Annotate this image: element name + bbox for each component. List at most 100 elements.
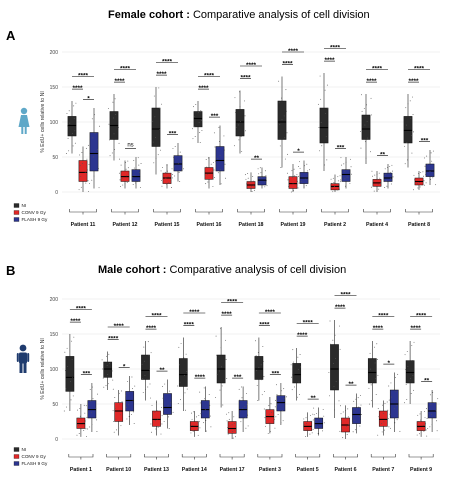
data-point bbox=[93, 175, 95, 177]
data-point bbox=[411, 152, 413, 154]
x-tick-label: Patient 17 bbox=[220, 467, 245, 473]
x-tick-label: Patient 16 bbox=[196, 222, 221, 228]
data-point bbox=[231, 424, 233, 426]
data-point bbox=[383, 421, 385, 423]
data-point bbox=[133, 167, 135, 169]
data-point bbox=[92, 137, 94, 139]
data-point bbox=[169, 390, 171, 392]
data-point bbox=[257, 400, 259, 401]
patient-group: ***********Patient 8 bbox=[403, 65, 437, 228]
data-point bbox=[252, 175, 254, 177]
data-point bbox=[144, 374, 146, 376]
data-point bbox=[359, 425, 361, 427]
box bbox=[276, 395, 286, 412]
data-point bbox=[327, 107, 329, 109]
data-point bbox=[79, 154, 81, 156]
data-point bbox=[160, 433, 162, 435]
data-point bbox=[346, 176, 348, 178]
data-point bbox=[126, 181, 128, 183]
data-point bbox=[164, 383, 166, 385]
data-point bbox=[70, 381, 71, 383]
group-bracket bbox=[295, 454, 321, 458]
data-point bbox=[72, 133, 74, 134]
data-point bbox=[341, 421, 343, 423]
data-point bbox=[73, 336, 75, 338]
data-point bbox=[347, 416, 349, 418]
data-point bbox=[410, 135, 412, 137]
data-point bbox=[258, 173, 260, 175]
data-point bbox=[283, 398, 285, 400]
data-point bbox=[303, 186, 305, 188]
data-point bbox=[138, 164, 140, 166]
data-point bbox=[120, 186, 121, 187]
data-point bbox=[133, 411, 135, 413]
data-point bbox=[114, 397, 116, 398]
data-point bbox=[244, 406, 246, 408]
data-point bbox=[198, 112, 200, 114]
data-point bbox=[340, 157, 342, 159]
data-point bbox=[133, 160, 135, 162]
box bbox=[288, 176, 298, 189]
data-point bbox=[161, 103, 163, 105]
data-point bbox=[160, 149, 161, 151]
data-point bbox=[275, 384, 277, 386]
data-point bbox=[430, 404, 432, 406]
data-point bbox=[168, 428, 170, 429]
data-point bbox=[191, 412, 192, 414]
data-point bbox=[351, 173, 353, 175]
data-point bbox=[411, 345, 413, 346]
data-point bbox=[186, 388, 188, 390]
data-point bbox=[241, 397, 243, 399]
data-point bbox=[432, 402, 434, 404]
data-point bbox=[318, 411, 320, 413]
data-point bbox=[170, 181, 172, 183]
patient-group: ***********Patient 1 bbox=[63, 305, 98, 473]
data-point bbox=[337, 176, 339, 178]
data-point bbox=[264, 390, 265, 392]
data-point bbox=[339, 348, 341, 350]
data-point bbox=[305, 178, 307, 180]
data-point bbox=[73, 105, 75, 107]
data-point bbox=[154, 420, 156, 422]
significance-label: **** bbox=[265, 309, 276, 316]
data-point bbox=[255, 340, 256, 342]
data-point bbox=[282, 410, 284, 412]
data-point bbox=[258, 366, 260, 368]
panel-a-title-rest: Comparative analysis of cell division bbox=[190, 9, 370, 21]
significance-label: **** bbox=[227, 298, 238, 305]
data-point bbox=[346, 426, 348, 427]
data-point bbox=[84, 412, 86, 414]
group-bracket bbox=[219, 454, 245, 458]
data-point bbox=[99, 125, 101, 127]
data-point bbox=[84, 420, 86, 422]
patient-group: *********Patient 19 bbox=[277, 48, 311, 228]
patient-group: **********Patient 18 bbox=[233, 62, 268, 228]
data-point bbox=[209, 415, 211, 417]
data-point bbox=[375, 394, 377, 395]
data-point bbox=[370, 151, 371, 153]
data-point bbox=[221, 366, 223, 368]
significance-label: **** bbox=[240, 74, 251, 81]
data-point bbox=[334, 409, 335, 411]
data-point bbox=[265, 175, 267, 177]
data-point bbox=[285, 89, 287, 91]
data-point bbox=[112, 117, 114, 119]
data-point bbox=[396, 405, 397, 407]
data-point bbox=[244, 174, 246, 176]
data-point bbox=[114, 98, 116, 100]
data-point bbox=[376, 173, 378, 175]
data-point bbox=[426, 435, 428, 437]
data-point bbox=[163, 420, 165, 422]
data-point bbox=[180, 343, 182, 345]
data-point bbox=[127, 160, 129, 162]
data-point bbox=[204, 398, 206, 400]
data-point bbox=[305, 435, 306, 437]
data-point bbox=[220, 183, 222, 185]
data-point bbox=[102, 368, 104, 370]
data-point bbox=[196, 416, 197, 418]
data-point bbox=[319, 75, 321, 77]
data-point bbox=[424, 411, 425, 412]
data-point bbox=[241, 151, 243, 153]
box bbox=[65, 356, 75, 392]
data-point bbox=[114, 407, 116, 409]
